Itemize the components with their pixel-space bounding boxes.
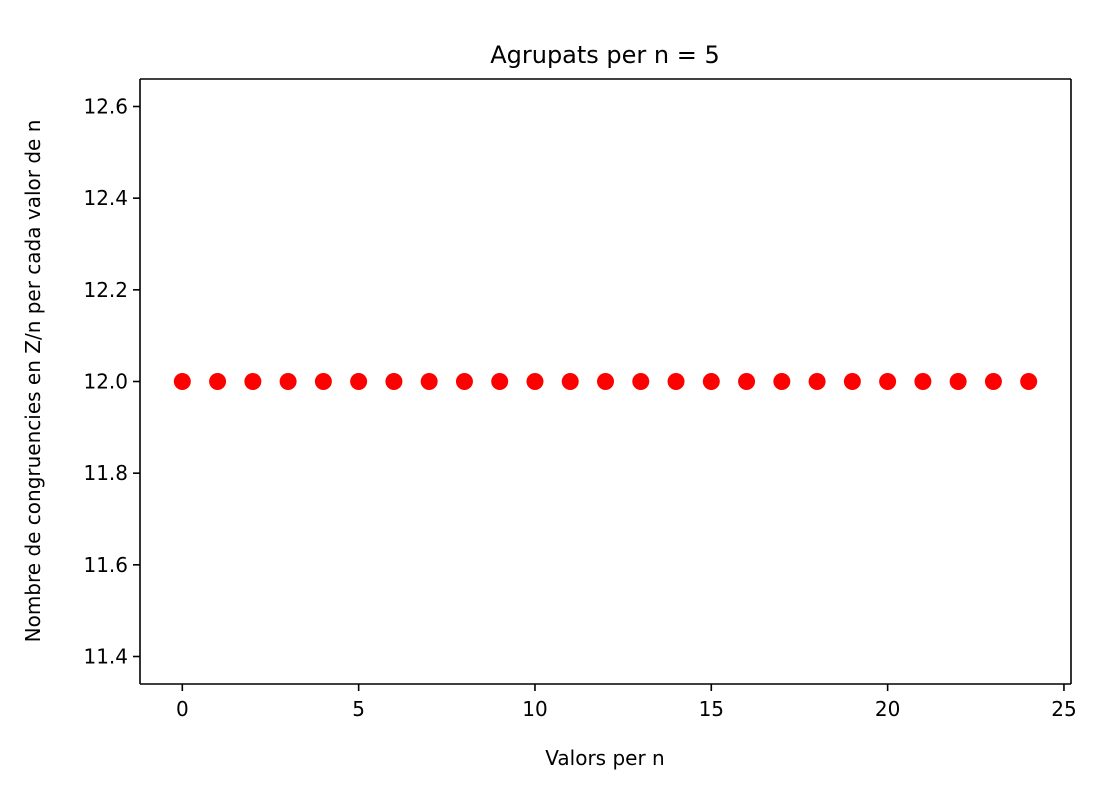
data-point [385, 373, 403, 390]
data-point [632, 373, 650, 390]
y-tick-label: 12.6 [83, 95, 128, 119]
data-point [738, 373, 756, 390]
y-tick-label: 12.4 [83, 186, 128, 210]
data-point [279, 373, 297, 390]
y-axis-label: Nombre de congruencies en Z/n per cada v… [21, 120, 45, 643]
data-point [702, 373, 720, 390]
data-point [949, 373, 967, 390]
data-point [914, 373, 932, 390]
data-point [420, 373, 438, 390]
data-point [209, 373, 227, 390]
data-point [491, 373, 509, 390]
data-point [1020, 373, 1038, 390]
x-tick-label: 5 [352, 697, 365, 721]
x-tick-label: 15 [699, 697, 724, 721]
data-point [879, 373, 897, 390]
data-point [667, 373, 685, 390]
x-tick-label: 0 [176, 697, 189, 721]
chart-title: Agrupats per n = 5 [490, 41, 720, 69]
y-tick-label: 11.6 [83, 553, 128, 577]
x-tick-label: 10 [522, 697, 547, 721]
data-point [173, 373, 191, 390]
plot-area: 0 5 10 15 20 25 11.4 11.6 11.8 12.0 12.2 12.4 12.6 [83, 78, 1077, 721]
x-tick-label: 20 [875, 697, 900, 721]
data-point [244, 373, 262, 390]
data-point [455, 373, 473, 390]
x-axis-label: Valors per n [545, 746, 664, 770]
data-point [561, 373, 579, 390]
y-tick-label: 11.8 [83, 461, 128, 485]
data-point [773, 373, 791, 390]
data-point [314, 373, 332, 390]
data-point [526, 373, 544, 390]
data-point [984, 373, 1002, 390]
data-point [843, 373, 861, 390]
data-point [808, 373, 826, 390]
y-tick-label: 12.2 [83, 278, 128, 302]
data-point [597, 373, 614, 390]
y-tick-label: 11.4 [83, 645, 128, 669]
y-tick-label: 12.0 [83, 370, 128, 394]
data-point [350, 373, 368, 390]
x-tick-label: 25 [1051, 697, 1076, 721]
